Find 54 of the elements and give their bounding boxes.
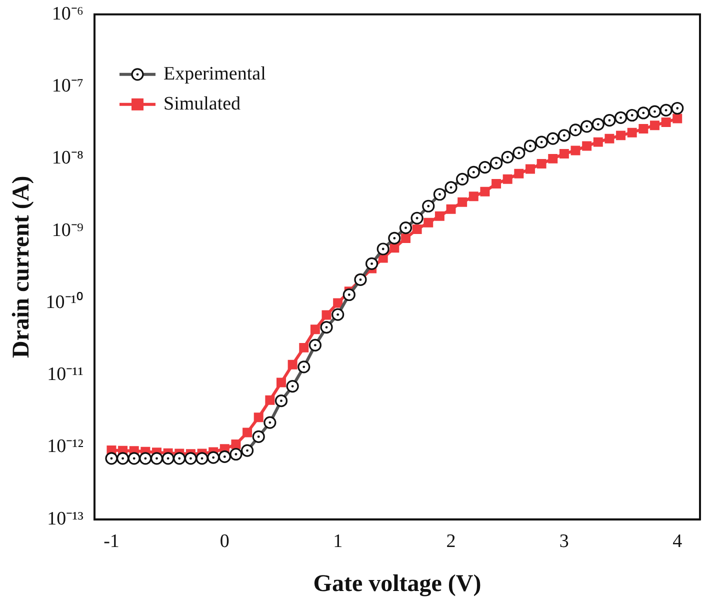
point (390, 243, 400, 253)
point (559, 149, 569, 159)
point (400, 233, 410, 243)
y-tick-label: 10⁻⁹ (52, 220, 84, 241)
point (548, 154, 558, 164)
point (514, 168, 524, 178)
legend-label: Simulated (163, 93, 242, 114)
y-tick-label: 10⁻⁶ (52, 3, 84, 24)
point (458, 197, 468, 207)
y-tick-label: 10⁻¹⁰ (46, 290, 84, 313)
point (424, 218, 434, 228)
x-tick-label: 3 (559, 530, 569, 552)
point (582, 141, 592, 151)
point (242, 428, 252, 438)
point (446, 204, 456, 214)
x-tick-label: 4 (672, 530, 683, 552)
point (412, 224, 422, 234)
point (231, 440, 241, 450)
point (570, 146, 580, 156)
point (661, 118, 671, 127)
y-tick-label: 10⁻⁸ (52, 148, 84, 169)
y-axis-title: Drain current (A) (8, 176, 35, 358)
point (254, 412, 264, 422)
point (265, 395, 275, 405)
point (276, 378, 286, 388)
point (638, 124, 648, 134)
point (525, 164, 535, 174)
point (536, 159, 546, 169)
point (650, 120, 660, 130)
x-tick-label: -1 (104, 530, 120, 552)
point (310, 324, 320, 334)
x-tick-label: 2 (446, 530, 456, 552)
y-tick-label: 10⁻¹¹ (47, 364, 84, 386)
point (502, 174, 512, 184)
point (299, 342, 309, 352)
y-tick-label: 10⁻¹³ (47, 508, 84, 530)
point (616, 130, 626, 140)
x-tick-label: 0 (220, 530, 230, 552)
y-tick-label: 10⁻⁷ (52, 76, 84, 97)
point (333, 298, 343, 308)
y-tick-label: 10⁻¹² (47, 436, 84, 458)
point (492, 178, 502, 188)
point (627, 128, 637, 138)
point (480, 186, 490, 196)
point (604, 134, 614, 144)
point (672, 114, 682, 124)
point (593, 137, 603, 147)
point (468, 192, 478, 202)
point (322, 310, 332, 320)
point (434, 211, 444, 221)
x-axis-title: Gate voltage (V) (313, 570, 482, 597)
point (288, 360, 298, 370)
x-tick-label: 1 (333, 530, 343, 552)
legend-label: Experimental (163, 63, 266, 84)
